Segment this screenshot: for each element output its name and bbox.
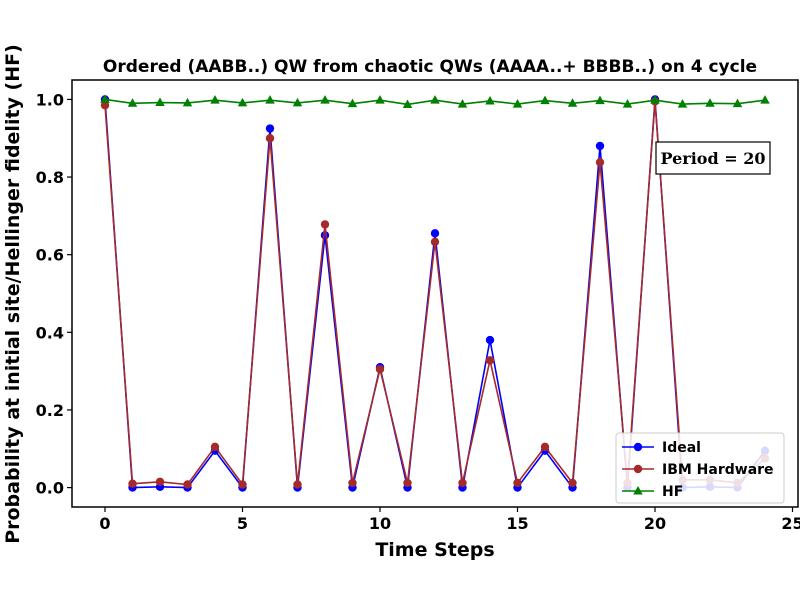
series-point-1 [293, 480, 302, 489]
series-point-1 [403, 478, 412, 488]
period-annotation-box [655, 141, 771, 175]
series-point-2 [430, 95, 440, 104]
legend-label-0: Ideal [662, 440, 701, 456]
plot-frame [71, 79, 799, 508]
y-tick-label: 0.2 [36, 401, 64, 420]
series-point-2 [595, 95, 605, 105]
series-point-0 [265, 124, 275, 133]
series-point-2 [677, 99, 688, 108]
series-point-2 [320, 95, 330, 104]
x-axis-label: Time Steps [375, 539, 494, 561]
x-tick-label: 0 [99, 514, 110, 533]
series-point-2 [732, 98, 743, 108]
series-point-2 [265, 95, 275, 104]
series-point-1 [458, 478, 467, 488]
series-layer [100, 94, 770, 492]
series-point-2 [155, 97, 165, 107]
series-point-2 [760, 95, 770, 104]
series-point-1 [375, 364, 385, 374]
series-point-2 [182, 97, 193, 107]
series-point-1 [128, 479, 137, 488]
series-point-1 [100, 101, 110, 110]
y-axis-label: Probability at initial site/Hellinger fi… [2, 44, 24, 544]
x-tick-label: 20 [644, 514, 666, 533]
series-point-2 [622, 99, 633, 108]
series-point-2 [100, 94, 110, 103]
series-point-2 [705, 98, 715, 107]
y-tick-label: 0.6 [36, 246, 64, 265]
series-point-1 [265, 134, 275, 143]
series-point-1 [155, 477, 165, 486]
legend-marker-2 [633, 486, 643, 495]
series-point-2 [567, 98, 578, 107]
series-point-2 [292, 97, 303, 107]
y-tick-label: 0.4 [36, 323, 64, 342]
series-point-1 [568, 478, 577, 488]
series-point-2 [210, 95, 220, 104]
series-point-2 [512, 99, 523, 108]
series-point-2 [402, 99, 413, 108]
x-tick-label: 15 [506, 514, 528, 533]
series-point-1 [210, 442, 220, 452]
series-point-2 [540, 95, 550, 105]
legend: Ideal IBM Hardware HF [615, 432, 785, 504]
series-point-1 [485, 356, 495, 365]
series-point-1 [430, 237, 440, 247]
y-tick-label: 1.0 [36, 90, 64, 109]
series-point-2 [457, 99, 468, 108]
series-point-0 [595, 141, 605, 151]
legend-label-1: IBM Hardware [662, 462, 774, 478]
y-tick-label: 0.0 [36, 479, 64, 498]
legend-items: Ideal IBM Hardware HF [622, 440, 774, 500]
series-point-1 [320, 220, 330, 229]
period-annotation-text: Period = 20 [661, 149, 766, 168]
axis-ticks: 0 5 10 15 20 25 0.0 0.2 0.4 0.6 0.8 1.0 [36, 90, 800, 533]
y-tick-label: 0.8 [36, 168, 64, 187]
series-point-1 [595, 158, 605, 167]
series-point-1 [183, 480, 192, 489]
series-point-1 [348, 478, 357, 488]
series-point-2 [650, 95, 660, 104]
series-point-0 [430, 229, 440, 238]
x-tick-label: 25 [781, 514, 800, 533]
legend-marker-1 [633, 464, 643, 474]
x-tick-label: 5 [237, 514, 248, 533]
series-point-0 [320, 231, 330, 240]
series-point-0 [485, 335, 495, 345]
chart-title: Ordered (AABB..) QW from chaotic QWs (AA… [103, 57, 757, 77]
series-point-2 [237, 97, 248, 107]
legend-box [615, 432, 785, 504]
legend-marker-0 [633, 442, 643, 452]
series-point-1 [513, 478, 522, 488]
series-point-1 [540, 442, 550, 452]
series-point-2 [485, 95, 495, 105]
series-point-2 [347, 98, 358, 108]
legend-label-2: HF [662, 484, 683, 500]
series-point-2 [375, 95, 385, 104]
series-point-2 [127, 98, 138, 107]
series-point-1 [238, 480, 247, 489]
x-tick-label: 10 [369, 514, 391, 533]
period-annotation: Period = 20 [655, 141, 771, 175]
